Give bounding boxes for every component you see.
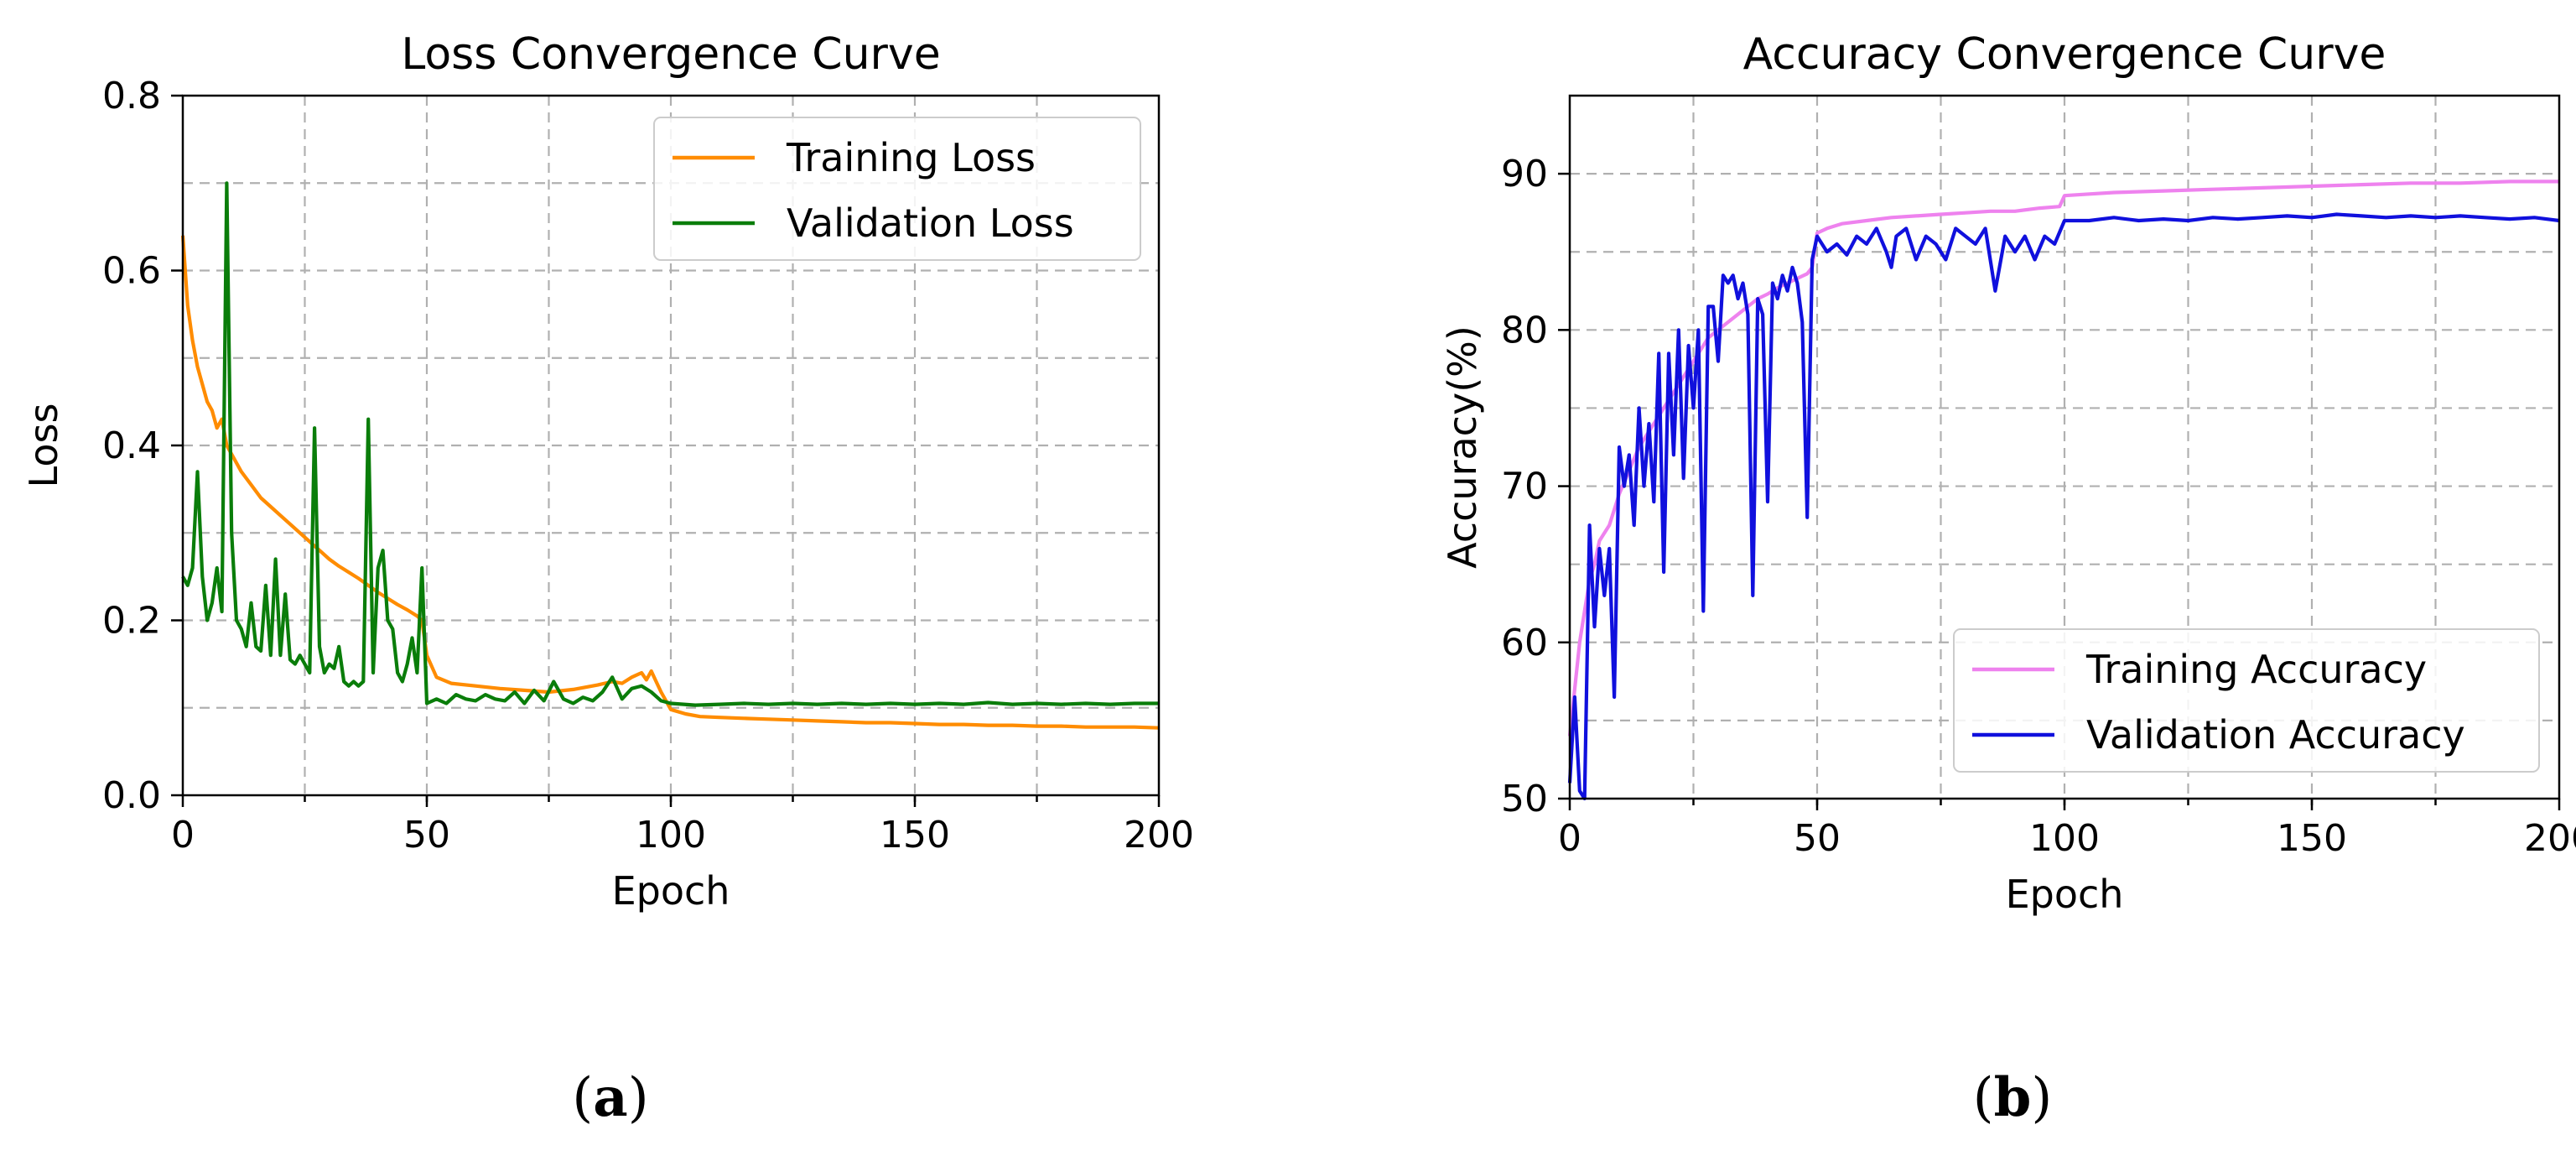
- caption-a: (a): [572, 1066, 648, 1129]
- acc-y-tick-label: 80: [1501, 309, 1548, 351]
- loss-x-axis-label: Epoch: [612, 868, 730, 914]
- loss-x-tick-label: 50: [403, 814, 450, 856]
- loss-x-tick-label: 0: [171, 814, 195, 856]
- loss-legend-label: Training Loss: [786, 135, 1036, 180]
- acc-x-axis-label: Epoch: [2006, 872, 2124, 917]
- loss-x-tick-label: 100: [636, 814, 706, 856]
- loss-y-tick-label: 0.2: [102, 600, 161, 643]
- loss-y-axis-label: Loss: [21, 403, 66, 488]
- loss-series-line-validation-loss: [181, 181, 1159, 707]
- acc-x-tick-label: 0: [1558, 817, 1581, 860]
- acc-x-tick-label: 50: [1794, 817, 1841, 860]
- loss-legend-box: [653, 117, 1141, 261]
- acc-legend: Training Accuracy Validation Accuracy: [1953, 628, 2540, 773]
- loss-chart-title: Loss Convergence Curve: [401, 29, 940, 80]
- accuracy-chart-panel: 0501001502005060708090Accuracy Convergen…: [1440, 29, 2576, 917]
- acc-y-tick-label: 60: [1501, 622, 1548, 664]
- acc-x-tick-label: 100: [2029, 817, 2100, 860]
- acc-legend-label: Validation Accuracy: [2086, 712, 2465, 758]
- acc-x-tick-label: 200: [2524, 817, 2576, 860]
- caption-b: (b): [1973, 1066, 2053, 1129]
- loss-y-tick-label: 0.0: [102, 774, 161, 817]
- loss-y-tick-label: 0.6: [102, 250, 161, 293]
- loss-chart-panel: 0 50 100 150 200 0.0 0.2 0.4 0.6 0.8 Loss Converge…: [21, 29, 1194, 914]
- acc-y-tick-label: 90: [1501, 153, 1548, 195]
- acc-legend-label: Training Accuracy: [2085, 647, 2427, 692]
- acc-y-axis-label: Accuracy(%): [1440, 325, 1485, 569]
- loss-x-tick-label: 200: [1124, 814, 1194, 856]
- loss-legend: Training Loss Validation Loss: [653, 117, 1141, 261]
- acc-x-tick-label: 150: [2277, 817, 2347, 860]
- acc-series-line-validation-accuracy: [1567, 212, 2560, 801]
- loss-y-tick-label: 0.4: [102, 424, 161, 467]
- acc-y-tick-label: 50: [1501, 778, 1548, 820]
- acc-legend-box: [1953, 628, 2540, 773]
- loss-series-line-training-loss: [180, 235, 1160, 730]
- acc-chart-title: Accuracy Convergence Curve: [1743, 29, 2386, 80]
- loss-legend-label: Validation Loss: [787, 200, 1074, 246]
- acc-y-tick-label: 70: [1501, 466, 1548, 508]
- loss-y-tick-label: 0.8: [102, 75, 161, 117]
- loss-x-tick-label: 150: [880, 814, 950, 856]
